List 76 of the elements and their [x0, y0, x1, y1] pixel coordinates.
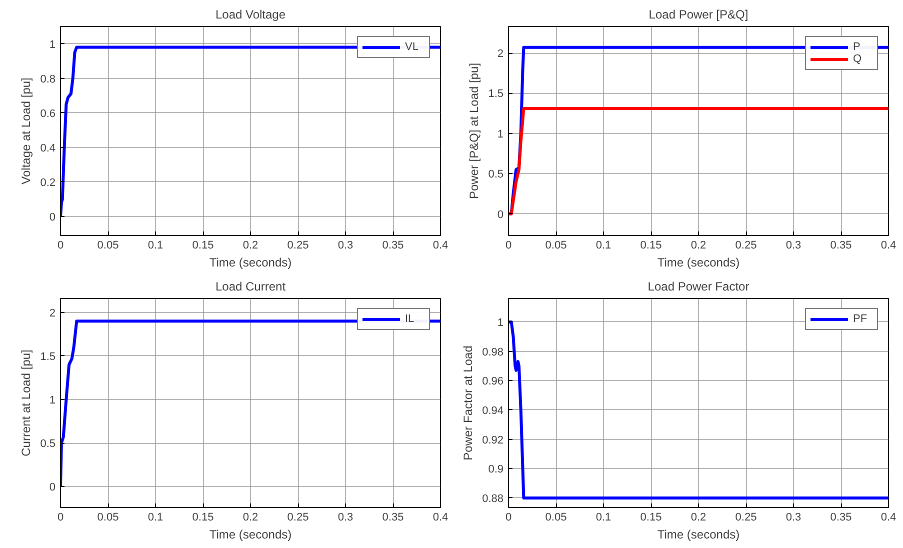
x-tick-label: 0.25: [287, 512, 309, 524]
chart-title: Load Voltage: [215, 8, 286, 22]
y-tick-label: 0.5: [40, 438, 56, 450]
x-tick-label: 0.2: [690, 240, 706, 252]
y-axis-title: Power Factor at Load: [461, 346, 476, 460]
y-axis-title: Voltage at Load [pu]: [19, 78, 34, 184]
y-axis-title: Current at Load [pu]: [19, 350, 34, 456]
y-tick-label: 0: [49, 212, 56, 224]
x-tick-label: 0.05: [545, 240, 567, 252]
x-tick-label: 0.15: [640, 512, 662, 524]
x-tick-label: 0.4: [880, 240, 896, 252]
x-tick-label: 0.3: [338, 240, 354, 252]
chart-title: Load Power [P&Q]: [648, 8, 748, 22]
x-tick-label: 0.05: [545, 512, 567, 524]
chart-title: Load Current: [215, 280, 286, 294]
x-tick-label: 0.1: [596, 512, 612, 524]
y-tick-label: 1: [497, 316, 504, 329]
x-tick-label: 0: [505, 512, 512, 524]
x-tick-label: 0.05: [97, 512, 119, 524]
x-tick-label: 0.15: [192, 240, 214, 252]
x-tick-label: 0.1: [596, 240, 612, 252]
x-axis-title: Time (seconds): [209, 256, 292, 270]
x-tick-label: 0.3: [786, 240, 802, 252]
chart-title: Load Power Factor: [648, 280, 750, 294]
x-tick-label: 0.1: [148, 512, 164, 524]
y-tick-label: 0.98: [482, 346, 504, 358]
y-tick-label: 1: [49, 38, 56, 51]
legend-label: P: [853, 41, 862, 53]
x-tick-label: 0.35: [830, 240, 852, 252]
legend-label: PF: [853, 313, 868, 325]
x-tick-label: 0.25: [735, 512, 757, 524]
y-tick-label: 0.5: [488, 168, 504, 181]
y-tick-label: 0.88: [482, 492, 504, 505]
y-tick-label: 0.96: [482, 376, 504, 388]
x-tick-label: 0.4: [432, 240, 448, 252]
x-tick-label: 0.15: [640, 240, 662, 252]
y-tick-label: 0.4: [40, 142, 56, 154]
y-tick-label: 2: [497, 48, 504, 60]
x-tick-label: 0.2: [242, 512, 258, 524]
x-tick-label: 0.3: [338, 512, 354, 524]
x-axis-title: Time (seconds): [209, 528, 292, 542]
y-axis-title: Power [P&Q] at Load [pu]: [467, 62, 482, 200]
x-tick-label: 0.1: [148, 240, 164, 252]
x-tick-label: 0.2: [690, 512, 706, 524]
y-tick-label: 0.94: [482, 404, 504, 417]
x-tick-label: 0.25: [735, 240, 757, 252]
y-tick-label: 0.8: [40, 73, 56, 86]
x-tick-label: 0.35: [382, 512, 404, 524]
x-tick-label: 0: [57, 240, 64, 252]
x-tick-label: 0.35: [830, 512, 852, 524]
x-tick-label: 0.4: [880, 512, 896, 524]
legend-label: Q: [853, 53, 863, 65]
x-tick-label: 0.25: [287, 240, 309, 252]
legend-label: VL: [405, 41, 420, 53]
x-tick-label: 0: [505, 240, 512, 252]
x-tick-label: 0.2: [242, 240, 258, 252]
y-tick-label: 1: [497, 128, 504, 140]
y-tick-label: 0.6: [40, 108, 56, 120]
y-tick-label: 0.92: [482, 434, 504, 446]
y-tick-label: 2: [49, 307, 56, 320]
x-tick-label: 0.05: [97, 240, 119, 252]
x-axis-title: Time (seconds): [657, 528, 740, 542]
x-tick-label: 0.4: [432, 512, 448, 524]
y-tick-label: 0: [497, 208, 504, 221]
x-tick-label: 0: [57, 512, 64, 524]
x-tick-label: 0.15: [192, 512, 214, 524]
y-tick-label: 1.5: [40, 350, 56, 363]
y-tick-label: 1: [49, 394, 56, 407]
x-tick-label: 0.3: [786, 512, 802, 524]
y-tick-label: 0.9: [488, 464, 504, 476]
legend-label: IL: [405, 313, 416, 325]
y-tick-label: 1.5: [488, 88, 504, 100]
y-tick-label: 0.2: [40, 176, 56, 189]
x-axis-title: Time (seconds): [657, 256, 740, 270]
y-tick-label: 0: [49, 482, 56, 494]
x-tick-label: 0.35: [382, 240, 404, 252]
